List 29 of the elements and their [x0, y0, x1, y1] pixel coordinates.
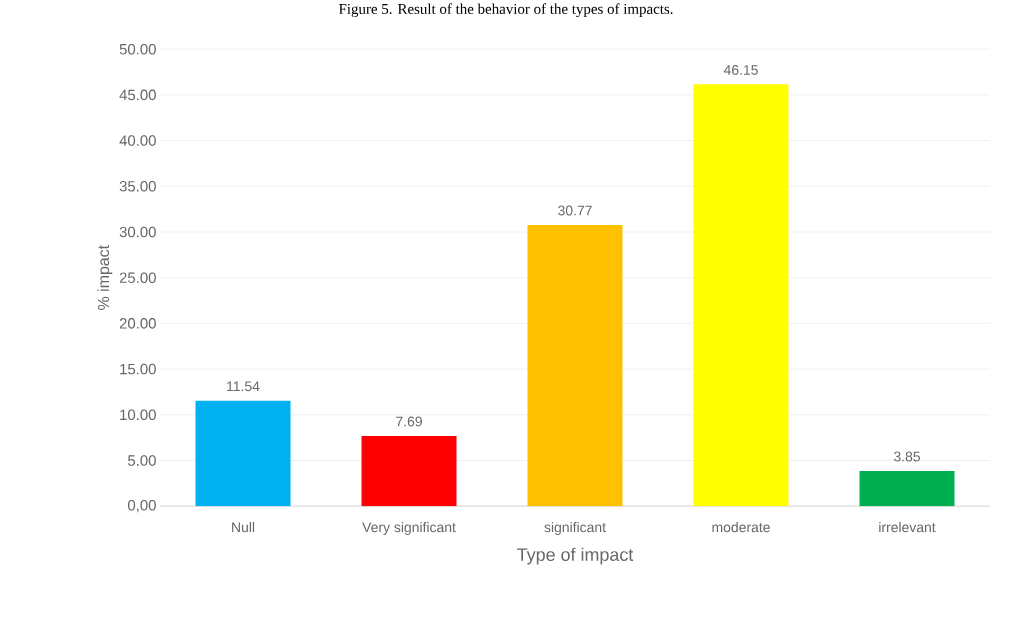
y-tick-label: 45.00 — [119, 89, 156, 101]
bar — [361, 435, 457, 507]
data-label: 30.77 — [558, 205, 592, 216]
bar — [859, 470, 955, 507]
data-label: 3.85 — [893, 451, 920, 462]
data-label: 11.54 — [227, 381, 260, 392]
x-axis-title: Type of impact — [517, 547, 634, 565]
bar — [195, 400, 291, 507]
y-tick-label: 10.00 — [120, 409, 156, 420]
x-tick-label: Null — [232, 521, 255, 533]
bar — [693, 84, 789, 507]
y-axis-title: % impact — [97, 244, 113, 310]
y-tick-label: 20.00 — [119, 318, 156, 329]
x-tick-label: significant — [544, 521, 606, 535]
y-tick-label: 40.00 — [119, 135, 156, 146]
y-tick-label: 15.00 — [120, 363, 156, 375]
y-tick-label: 35.00 — [119, 180, 156, 192]
data-label: 46.15 — [723, 64, 758, 75]
y-tick-label: 30.00 — [119, 226, 156, 238]
x-tick-label: Very significant — [362, 521, 456, 535]
y-tick-label: 25.00 — [119, 272, 156, 283]
y-tick-label: 0,00 — [127, 499, 156, 513]
data-label: 7.69 — [396, 416, 422, 427]
chart-title: Figure 5. Result of the behavior of the types of impacts. — [338, 3, 673, 17]
x-tick-label: moderate — [712, 521, 770, 533]
y-tick-label: 5.00 — [128, 455, 156, 466]
bar — [527, 224, 623, 507]
y-tick-label: 50.00 — [119, 43, 156, 55]
x-tick-label: irrelevant — [879, 521, 936, 533]
